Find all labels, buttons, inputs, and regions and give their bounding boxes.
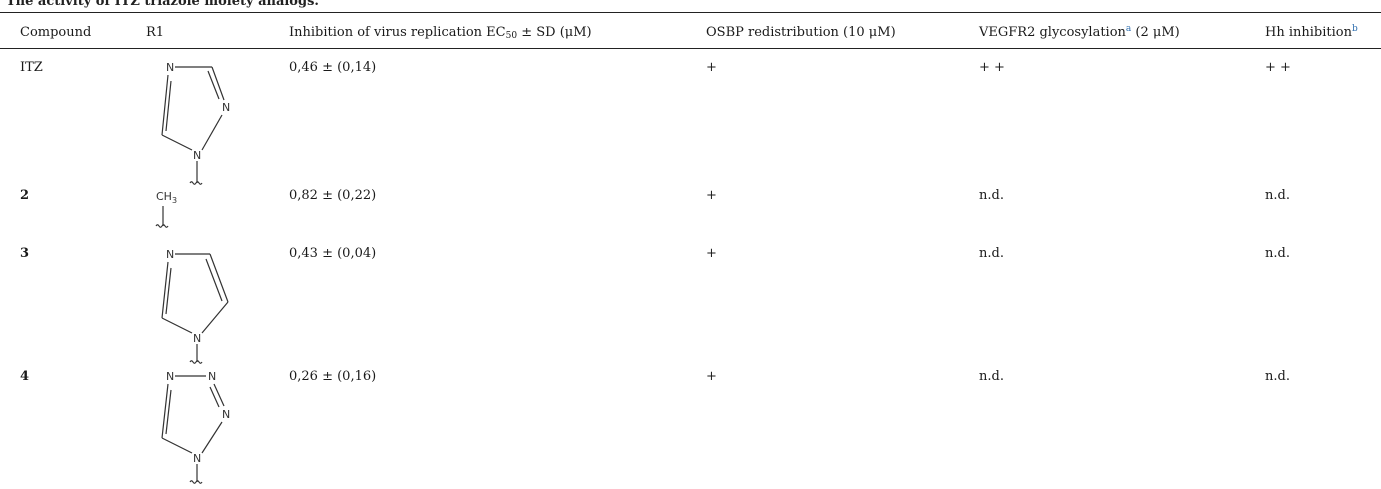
row-4-compound: 4 xyxy=(20,369,30,384)
row-4-inhibition: 0,26 ± (0,16) xyxy=(289,369,377,384)
atom-n-label: N xyxy=(222,101,230,114)
row-2-compound: 2 xyxy=(20,188,30,203)
row-2-inhibition: 0,82 ± (0,22) xyxy=(289,188,377,203)
header-inhibition-main: Inhibition of virus replication EC xyxy=(289,25,506,40)
footnote-a-marker[interactable]: a xyxy=(1125,24,1132,34)
header-compound: Compound xyxy=(20,25,92,40)
header-r1: R1 xyxy=(146,25,165,40)
row-2-osbp: + xyxy=(706,188,717,203)
row-3-compound: 3 xyxy=(20,246,30,261)
row-itz-compound: ITZ xyxy=(20,60,43,75)
header-inhibition: Inhibition of virus replication EC50 ± S… xyxy=(289,25,592,41)
row-itz-hh: + + xyxy=(1265,60,1291,75)
row-3-hh: n.d. xyxy=(1265,246,1290,261)
header-vegfr-rest: (2 μM) xyxy=(1131,25,1180,40)
structure-124-triazole: N N N xyxy=(142,55,242,185)
row-2-hh: n.d. xyxy=(1265,188,1290,203)
atom-n-label: N xyxy=(208,370,216,383)
header-osbp: OSBP redistribution (10 μM) xyxy=(706,25,896,40)
footnote-b-marker[interactable]: b xyxy=(1351,24,1358,34)
header-hh: Hh inhibitionb xyxy=(1265,25,1358,41)
row-itz-osbp: + xyxy=(706,60,717,75)
atom-n-label: N xyxy=(166,370,174,383)
methyl-label: CH3 xyxy=(156,190,177,205)
atom-n-label: N xyxy=(222,408,230,421)
header-vegfr-main: VEGFR2 glycosylation xyxy=(979,25,1126,40)
row-3-vegfr: n.d. xyxy=(979,246,1004,261)
atom-n-label: N xyxy=(193,452,201,465)
row-4-hh: n.d. xyxy=(1265,369,1290,384)
table-top-rule xyxy=(0,12,1381,13)
atom-n-label: N xyxy=(193,149,201,162)
header-inhibition-rest: ± SD (μM) xyxy=(517,25,592,40)
row-3-inhibition: 0,43 ± (0,04) xyxy=(289,246,377,261)
row-2-vegfr: n.d. xyxy=(979,188,1004,203)
atom-n-label: N xyxy=(166,61,174,74)
header-hh-main: Hh inhibition xyxy=(1265,25,1352,40)
row-3-osbp: + xyxy=(706,246,717,261)
header-inhibition-sub: 50 xyxy=(505,31,518,41)
table-caption: The activity of ITZ triazole moiety anal… xyxy=(6,0,319,9)
atom-n-label: N xyxy=(166,248,174,261)
atom-n-label: N xyxy=(193,332,201,345)
row-4-vegfr: n.d. xyxy=(979,369,1004,384)
row-itz-vegfr: + + xyxy=(979,60,1005,75)
structure-imidazole: N N xyxy=(142,244,242,366)
row-4-osbp: + xyxy=(706,369,717,384)
structure-tetrazole: N N N N xyxy=(142,366,242,486)
table-header-rule xyxy=(0,48,1381,49)
structure-methyl: CH3 xyxy=(152,188,202,232)
row-itz-inhibition: 0,46 ± (0,14) xyxy=(289,60,377,75)
header-vegfr: VEGFR2 glycosylationa (2 μM) xyxy=(979,25,1180,41)
